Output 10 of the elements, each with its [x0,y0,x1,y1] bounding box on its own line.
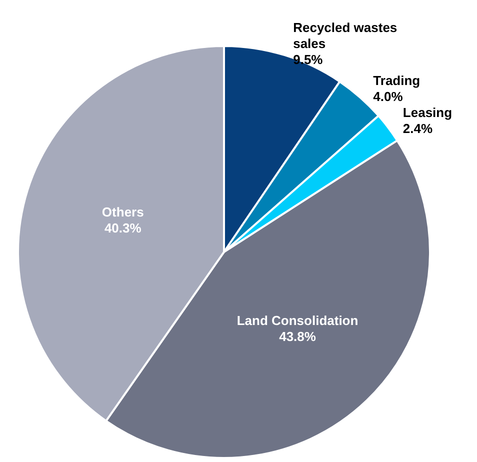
data-label: 9.5% [293,52,324,68]
slice-label: Trading [373,72,420,88]
slice-label: Leasing [402,105,452,120]
data-label: 2.4% [402,121,433,136]
data-label: 43.8% [279,328,316,344]
slice-label: Recycled wastes sales [293,20,401,52]
slice-label: Land Consolidation [236,312,358,328]
slice-label: Others [102,204,144,220]
data-label: 4.0% [373,88,404,104]
data-label: 40.3% [104,220,142,236]
